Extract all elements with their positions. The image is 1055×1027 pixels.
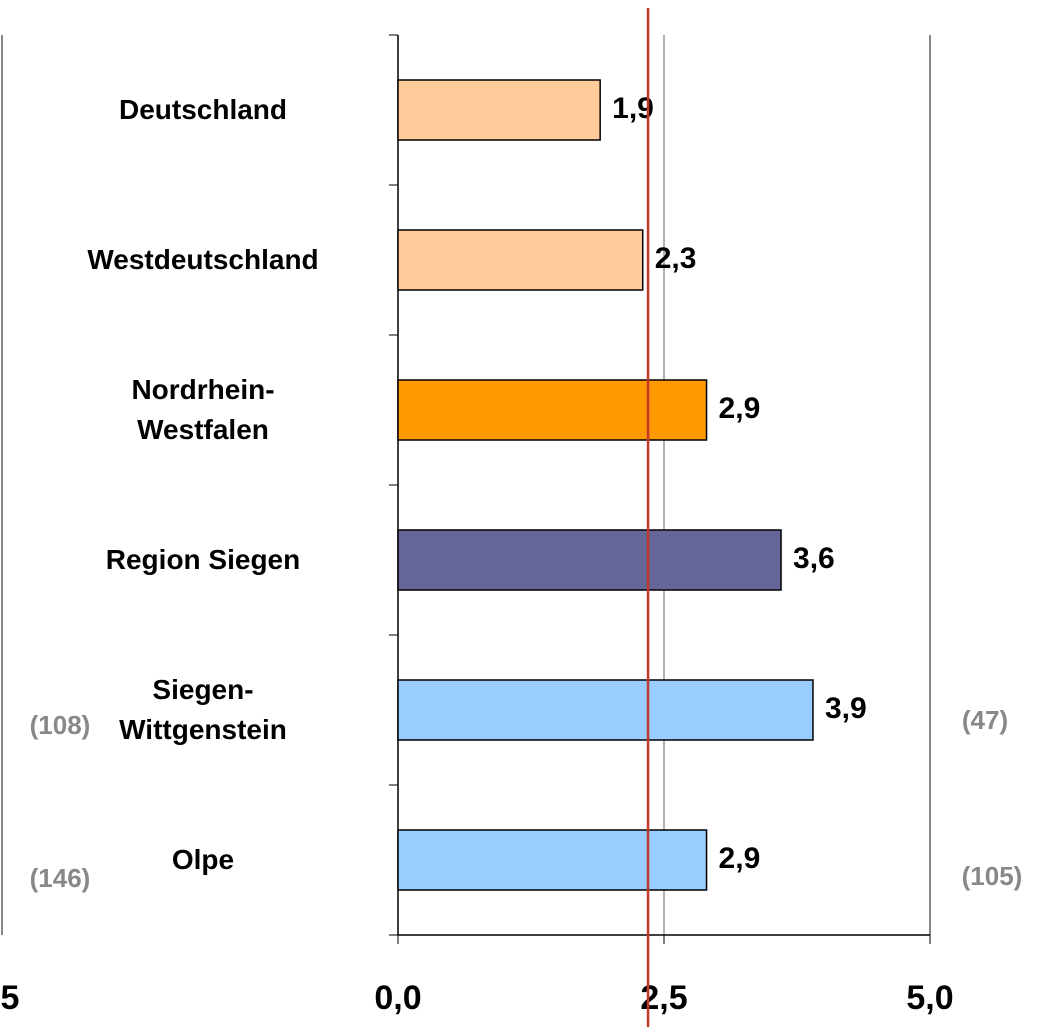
annotation: 5 [1,979,20,1017]
annotation: (146) [30,863,91,893]
category-label: Siegen- Wittgenstein [119,674,287,745]
category-label: Westdeutschland [87,244,319,275]
annotation: (105) [962,861,1023,891]
category-label: Olpe [171,844,235,875]
bar [397,379,708,441]
category-label: Region Siegen [105,544,301,575]
value-label: 2,9 [719,392,761,425]
annotation: (108) [30,710,91,740]
x-tick-label: 5,0 [906,979,953,1017]
x-tick-label: 0,0 [374,979,421,1017]
category-label: Deutschland [118,94,288,125]
bar [397,79,601,141]
annotation: (47) [962,705,1008,735]
bar [397,679,814,741]
value-label: 3,6 [793,542,835,575]
bar [397,229,644,291]
value-label: 3,9 [825,692,867,725]
value-label: 2,9 [719,842,761,875]
category-label: Nordrhein- Westfalen [131,374,275,445]
bar [397,529,782,591]
value-label: 2,3 [655,242,697,275]
bar [397,829,708,891]
